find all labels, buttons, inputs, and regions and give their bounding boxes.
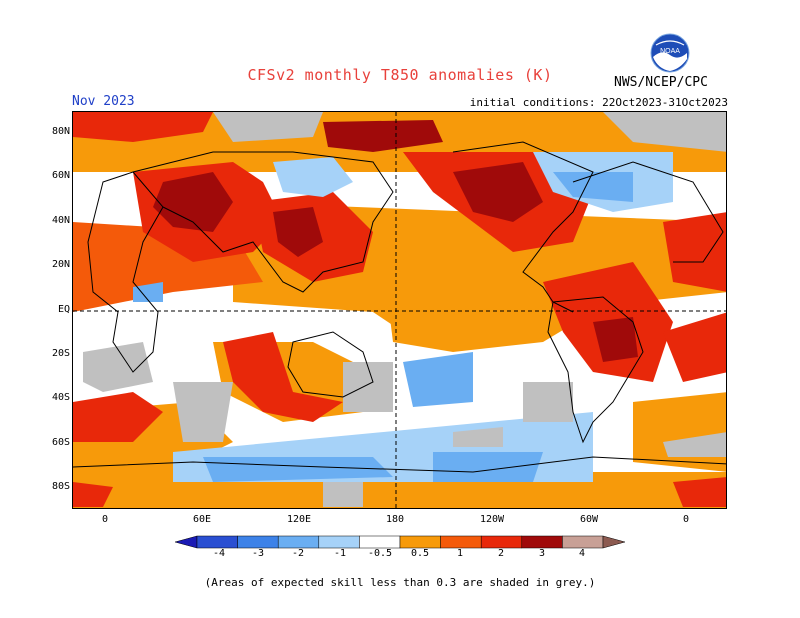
low-skill-region	[663, 432, 726, 457]
legend-tick: -0.5	[367, 548, 393, 559]
low-skill-region	[603, 112, 726, 152]
legend-tick: -2	[291, 548, 305, 559]
low-skill-region	[343, 362, 393, 412]
lat-label: 20N	[51, 259, 70, 270]
lat-label: 60S	[51, 437, 70, 448]
anomaly-region	[223, 332, 343, 422]
legend-swatch	[237, 535, 279, 549]
legend-swatch	[318, 535, 360, 549]
low-skill-region	[453, 427, 503, 447]
forecast-month: Nov 2023	[72, 94, 135, 109]
legend-swatch	[359, 535, 401, 549]
low-skill-region	[323, 482, 363, 507]
lon-label: 120E	[286, 514, 312, 525]
legend-swatch	[521, 535, 563, 549]
coastlines	[73, 141, 726, 473]
legend-tick: 4	[578, 548, 586, 559]
legend-swatch	[480, 535, 523, 549]
lat-label: 40S	[51, 392, 70, 403]
anomaly-region	[73, 112, 213, 142]
anomaly-region	[383, 252, 593, 352]
legend-tick: 1	[456, 548, 464, 559]
legend-swatch	[175, 535, 198, 549]
map-canvas	[73, 112, 726, 508]
agency-label: NWS/NCEP/CPC	[614, 75, 708, 90]
legend-swatch	[562, 535, 604, 549]
legend-swatch	[196, 535, 238, 549]
color-legend	[175, 535, 625, 549]
anomaly-region	[403, 352, 473, 407]
anomaly-region	[453, 162, 543, 222]
low-skill-region	[523, 382, 573, 422]
legend-tick: -4	[212, 548, 226, 559]
anomaly-region	[273, 207, 323, 257]
low-skill-region	[173, 382, 233, 442]
lat-label: 80N	[51, 126, 70, 137]
lon-label: 120W	[479, 514, 505, 525]
lat-label: EQ	[57, 304, 70, 315]
anomaly-region	[553, 172, 633, 202]
lat-label: 40N	[51, 215, 70, 226]
lon-label: 0	[682, 514, 690, 525]
lon-label: 180	[385, 514, 405, 525]
initial-conditions: initial conditions: 22Oct2023-31Oct2023	[469, 96, 728, 109]
legend-tick: -1	[333, 548, 347, 559]
noaa-logo: NOAA	[650, 33, 690, 73]
anomaly-region	[153, 172, 233, 232]
anomaly-region	[273, 157, 353, 197]
lat-label: 20S	[51, 348, 70, 359]
lon-label: 60W	[579, 514, 599, 525]
lon-label: 0	[101, 514, 109, 525]
anomaly-region	[73, 392, 163, 442]
legend-swatch	[399, 535, 441, 549]
anomaly-region	[433, 452, 543, 482]
legend-tick: 2	[497, 548, 505, 559]
anomaly-region	[323, 120, 443, 152]
legend-swatch	[277, 535, 320, 549]
lat-label: 60N	[51, 170, 70, 181]
anomaly-region	[673, 477, 726, 507]
legend-swatch	[602, 535, 625, 549]
skill-footnote: (Areas of expected skill less than 0.3 a…	[204, 576, 596, 589]
anomaly-region	[663, 212, 726, 292]
anomaly-region	[593, 317, 638, 362]
anomaly-map	[72, 111, 727, 509]
legend-tick: 3	[538, 548, 546, 559]
anomaly-region	[663, 312, 726, 382]
legend-swatch	[440, 535, 482, 549]
low-skill-region	[213, 112, 323, 142]
legend-tick: 0.5	[410, 548, 430, 559]
map-title: CFSv2 monthly T850 anomalies (K)	[247, 66, 553, 84]
anomaly-region	[203, 457, 393, 482]
lat-label: 80S	[51, 481, 70, 492]
logo-text: NOAA	[660, 48, 680, 55]
lon-label: 60E	[192, 514, 212, 525]
low-skill-region	[83, 342, 153, 392]
anomaly-region	[73, 482, 113, 507]
legend-tick: -3	[251, 548, 265, 559]
anomaly-region	[133, 282, 163, 302]
